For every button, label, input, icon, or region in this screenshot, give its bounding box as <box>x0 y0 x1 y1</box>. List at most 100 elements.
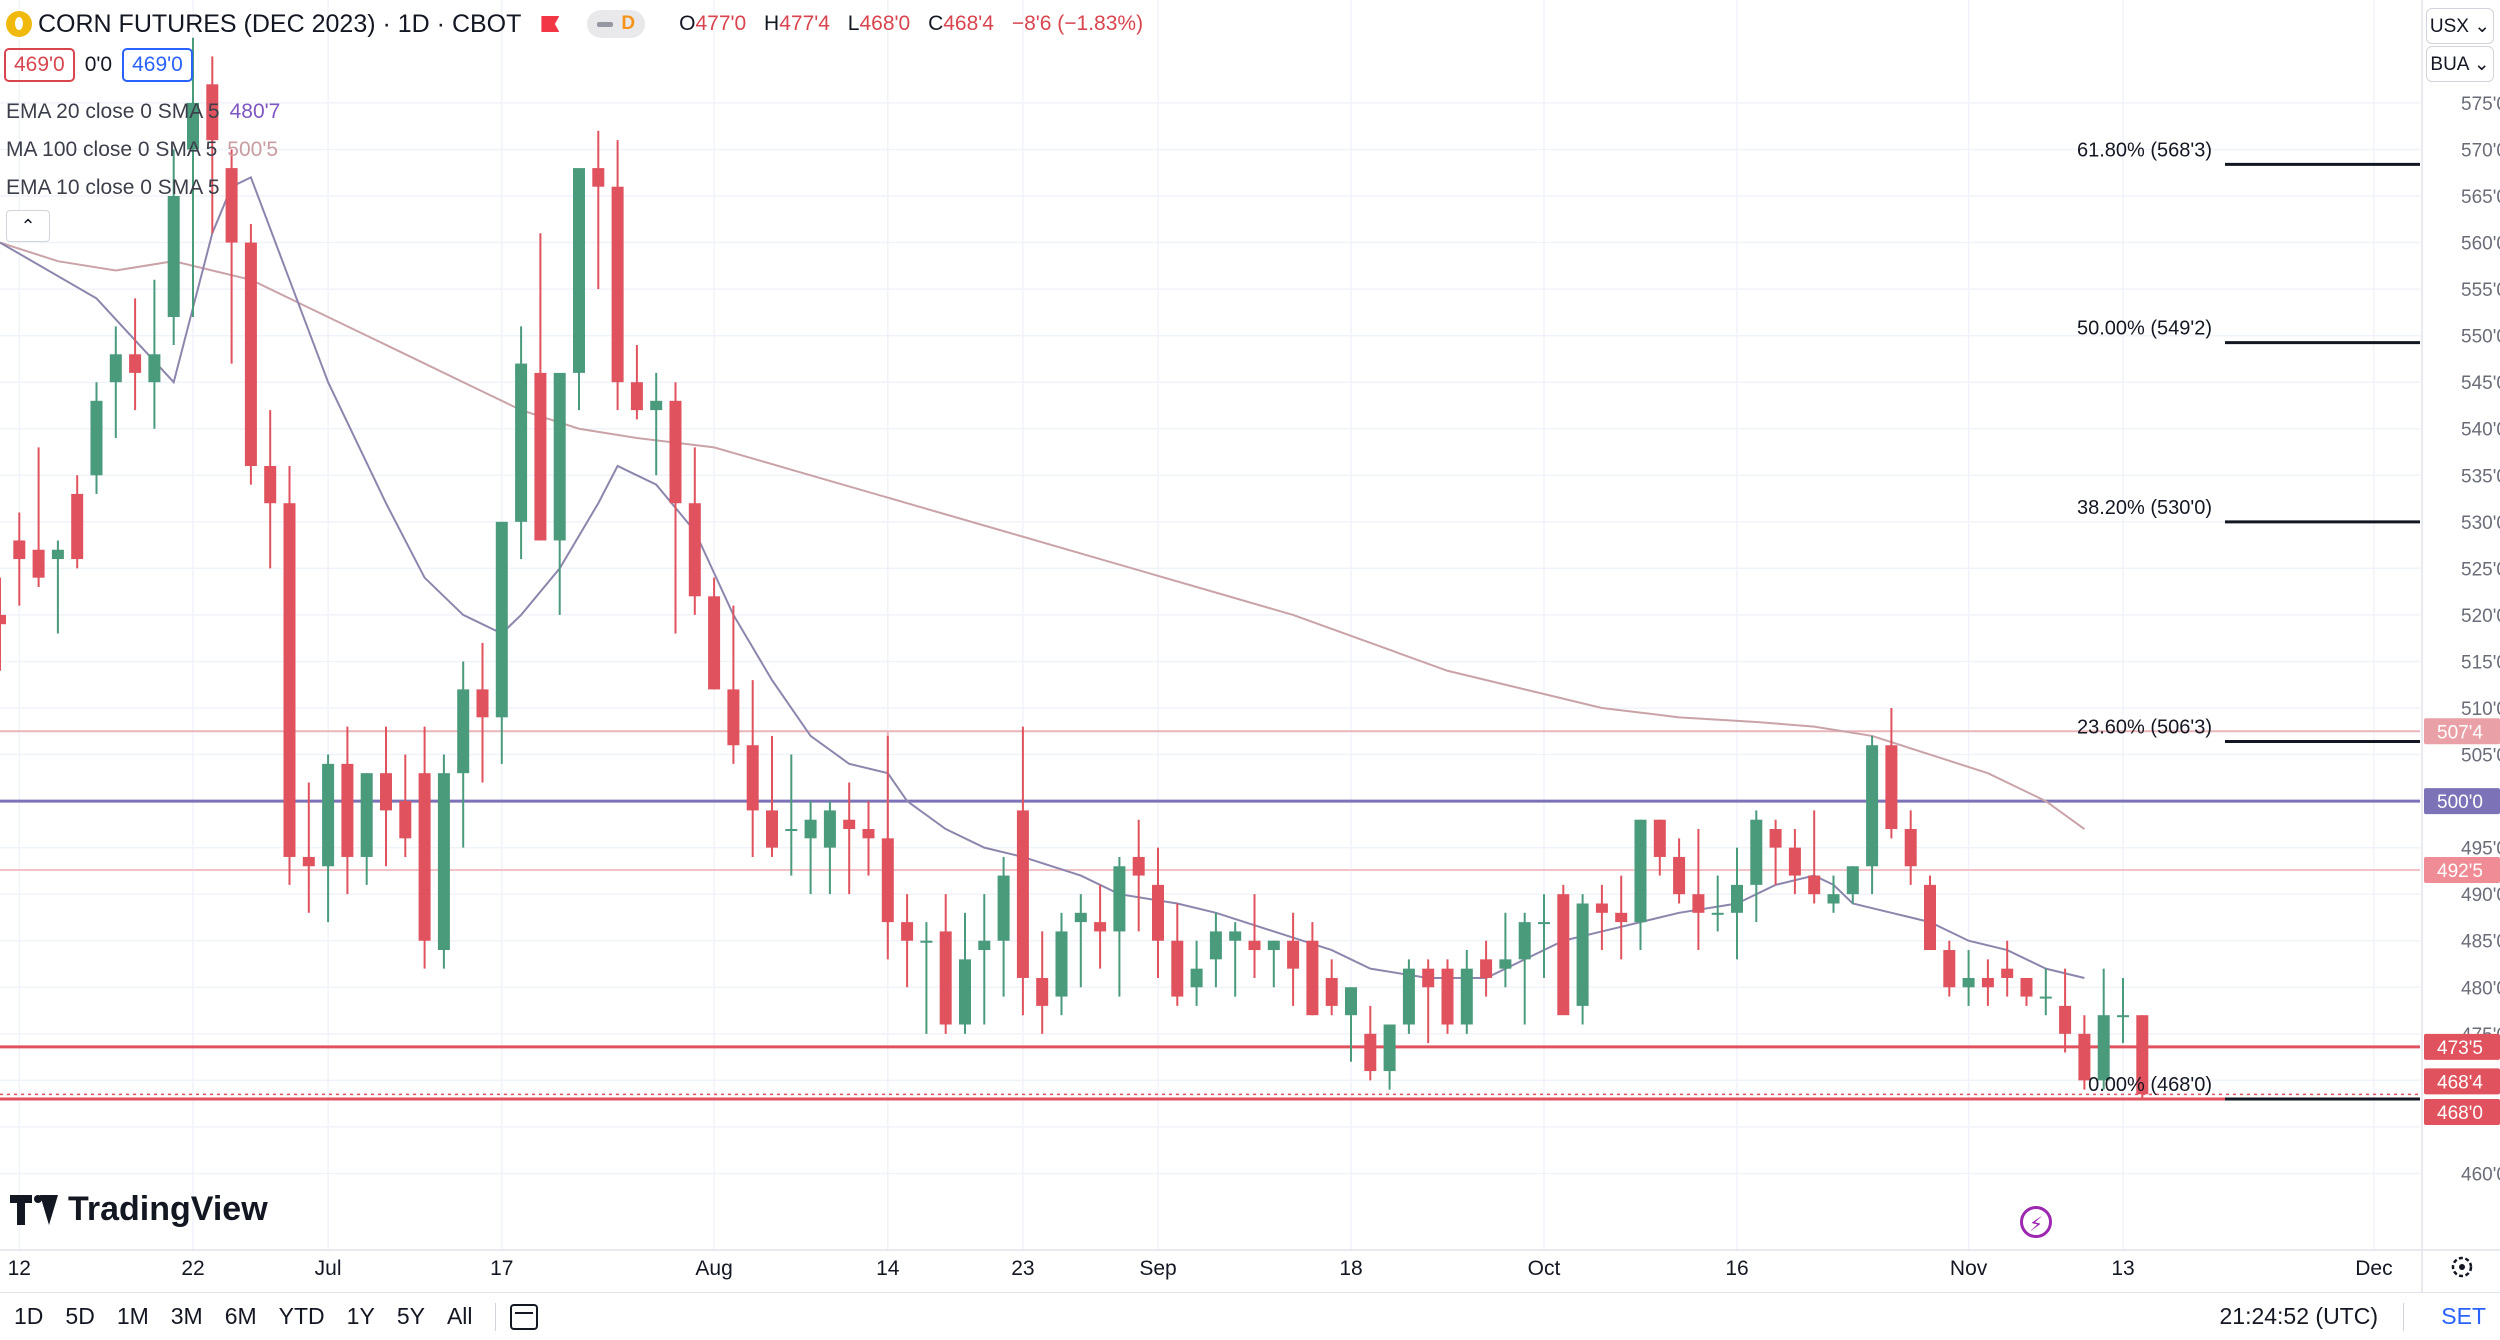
candle-body <box>2059 1005 2072 1034</box>
candle <box>1981 959 1994 1006</box>
candle <box>997 856 1010 997</box>
range-all[interactable]: All <box>446 1303 473 1329</box>
candle-body <box>1576 903 1589 1006</box>
candle-body <box>437 773 450 951</box>
candle <box>1036 931 1049 1034</box>
candle-body <box>129 354 142 373</box>
candle <box>669 382 682 634</box>
price-tick-label: 480'0 <box>2461 978 2500 999</box>
candle <box>51 540 64 634</box>
candle <box>553 372 566 615</box>
price-tick-label: 485'0 <box>2461 932 2500 953</box>
indicator-ema10[interactable]: EMA 10 close 0 SMA 5 <box>6 176 230 200</box>
clock-readout[interactable]: 21:24:52 (UTC) <box>2219 1303 2378 1329</box>
candle-body <box>1248 940 1261 951</box>
price-tag <box>2424 1033 2500 1060</box>
indicator-ma100[interactable]: MA 100 close 0 SMA 5 500'5 <box>6 138 278 162</box>
timeframe-pill[interactable]: D <box>587 10 646 38</box>
price-chart[interactable]: 61.80% (568'3) 50.00% (549'2) 38.20% (530'… <box>0 0 2500 1292</box>
candle-body <box>785 829 798 832</box>
candle <box>1538 894 1550 978</box>
price-tag <box>2424 1068 2500 1095</box>
candle <box>148 279 161 429</box>
candle-body <box>2136 1015 2149 1095</box>
candle-body <box>650 400 663 411</box>
range-5y[interactable]: 5Y <box>396 1303 425 1329</box>
range-3m[interactable]: 3M <box>170 1303 203 1329</box>
price-tag-label: 492'5 <box>2437 861 2483 882</box>
range-ytd[interactable]: YTD <box>278 1303 325 1329</box>
settlement-toggle[interactable]: SET <box>2441 1303 2486 1329</box>
lightning-icon[interactable]: ⚡ <box>2020 1206 2052 1238</box>
candle <box>611 140 624 411</box>
price-tick-label: 525'0 <box>2461 559 2500 580</box>
grid <box>0 0 2420 1250</box>
candle-body <box>1171 940 1184 997</box>
candle <box>823 801 836 895</box>
price-tick-label: 505'0 <box>2461 746 2500 767</box>
price-tick-label: 555'0 <box>2461 280 2500 301</box>
candle-body <box>32 549 45 578</box>
ma100-line <box>0 241 2085 830</box>
indicator-label: MA 100 close 0 SMA 5 <box>6 138 218 161</box>
candle <box>1673 838 1686 904</box>
range-1m[interactable]: 1M <box>116 1303 149 1329</box>
candle-body <box>823 810 836 848</box>
price-tick-label: 550'0 <box>2461 327 2500 348</box>
candle <box>1943 940 1956 997</box>
candle <box>1711 875 1724 932</box>
candle-body <box>515 363 528 522</box>
candle <box>167 149 180 345</box>
candle-body <box>1306 940 1319 1016</box>
candle <box>1557 884 1570 1016</box>
candle-body <box>2117 1015 2129 1018</box>
candle-body <box>13 540 26 560</box>
candle <box>1576 894 1589 1025</box>
candle-body <box>457 689 470 774</box>
calendar-icon[interactable] <box>509 1303 538 1330</box>
candle <box>457 661 470 848</box>
candle-body <box>766 810 778 848</box>
contract-unit-button[interactable]: BUA ⌄ <box>2426 46 2494 82</box>
candle-body <box>573 168 585 373</box>
price-tag-label: 468'0 <box>2437 1103 2483 1124</box>
candle-body <box>2020 977 2033 997</box>
candle-body <box>1595 903 1608 913</box>
gear-icon <box>2451 1256 2473 1278</box>
candle <box>1074 894 1087 988</box>
candle-body <box>1924 884 1936 951</box>
symbol-title[interactable]: CORN FUTURES (DEC 2023) · 1D · CBOT <box>38 9 522 38</box>
candle-body <box>341 763 354 857</box>
candle-body <box>360 773 373 857</box>
sell-price-button[interactable]: 469'0 <box>4 48 75 82</box>
candle <box>244 223 257 485</box>
range-5d[interactable]: 5D <box>65 1303 95 1329</box>
price-tick-label: 515'0 <box>2461 652 2500 673</box>
tradingview-logo-icon <box>10 1194 58 1225</box>
candle-body <box>862 829 875 839</box>
price-axis: 460'0470'0475'0480'0485'0490'0495'0505'0… <box>2421 0 2500 1292</box>
price-tick-label: 545'0 <box>2461 373 2500 394</box>
collapse-indicators-button[interactable]: ⌃ <box>6 210 50 242</box>
indicator-ema20[interactable]: EMA 20 close 0 SMA 5 480'7 <box>6 100 280 124</box>
candle-body <box>109 354 122 383</box>
currency-unit-button[interactable]: USX ⌄ <box>2426 8 2494 44</box>
candle <box>1229 922 1242 997</box>
candle <box>1634 819 1647 951</box>
range-1y[interactable]: 1Y <box>346 1303 375 1329</box>
candle <box>1152 847 1164 978</box>
candle <box>264 410 277 569</box>
buy-price-button[interactable]: 469'0 <box>122 48 193 82</box>
coin-icon <box>6 11 32 37</box>
divider <box>494 1302 496 1331</box>
price-tick-label: 560'0 <box>2461 234 2500 255</box>
candle <box>1306 922 1319 1016</box>
bottom-toolbar: 1D 5D 1M 3M 6M YTD 1Y 5Y All 21:24:52 (U… <box>0 1292 2500 1340</box>
range-1d[interactable]: 1D <box>14 1303 44 1329</box>
candle <box>843 782 856 895</box>
candle <box>592 130 605 290</box>
candle <box>1248 894 1261 978</box>
range-6m[interactable]: 6M <box>224 1303 257 1329</box>
flag-icon[interactable] <box>541 16 560 32</box>
candle-body <box>939 931 952 1025</box>
